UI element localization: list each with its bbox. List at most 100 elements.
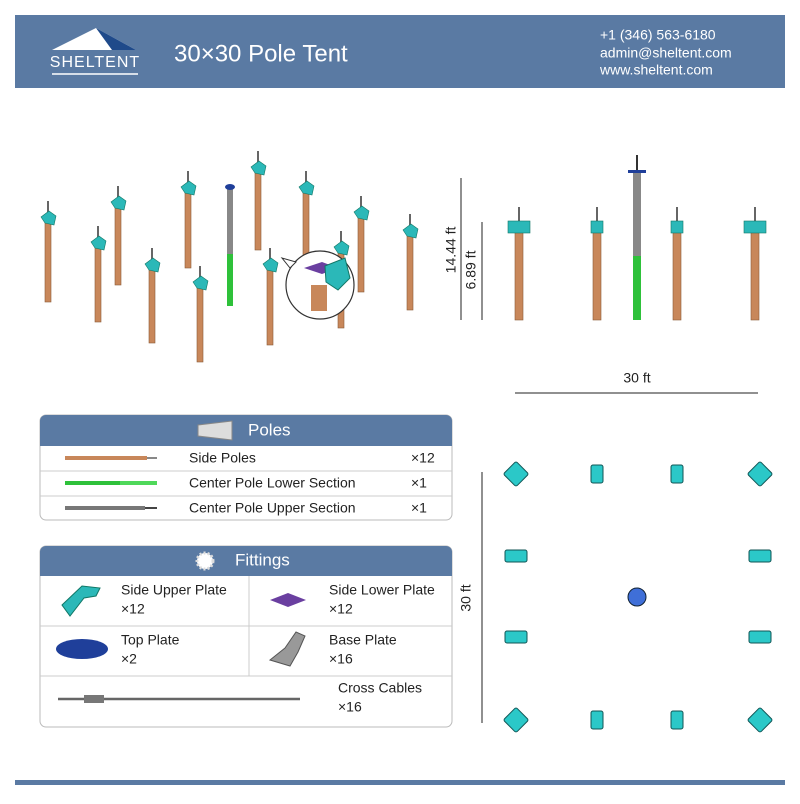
bracket [590, 220, 604, 234]
pin [97, 226, 99, 240]
fitting-name: Top Plate [121, 632, 180, 648]
detail-upper-plate [324, 257, 351, 291]
fitting-qty: ×16 [338, 699, 362, 715]
lower-pole-icon [120, 481, 157, 485]
pole-name: Center Pole Lower Section [189, 475, 356, 491]
top-plate [225, 184, 235, 190]
center-lower [227, 254, 233, 306]
side-pole [672, 221, 682, 321]
upper-plate [180, 180, 197, 196]
side-pole [184, 184, 192, 269]
plan-view [503, 461, 773, 733]
side-pole [114, 199, 122, 286]
side-pole [592, 221, 602, 321]
upper-plate [402, 223, 419, 239]
poles-title: Poles [248, 420, 291, 439]
plate [748, 549, 772, 563]
center-upper [633, 172, 641, 256]
side-pole [94, 239, 102, 323]
pin [676, 207, 678, 222]
fitting-name: Side Upper Plate [121, 582, 227, 598]
center-lower [633, 256, 641, 320]
base-plate-icon [268, 631, 306, 667]
pin [257, 151, 259, 165]
plate [504, 630, 528, 644]
fitting-qty: ×2 [121, 651, 137, 667]
pin [518, 207, 520, 222]
side-pole [406, 227, 414, 311]
center-pin [636, 155, 638, 172]
side-pole [750, 221, 760, 321]
bubble-tail [280, 257, 297, 269]
upper-pole-icon [65, 506, 145, 510]
tube-icon [197, 420, 233, 441]
upper-plate [250, 160, 267, 176]
pin [754, 207, 756, 222]
side-elevation [507, 155, 767, 321]
pin [145, 507, 157, 509]
pin [147, 457, 157, 459]
fittings-title: Fittings [235, 550, 290, 569]
side-pole [148, 261, 156, 344]
bracket [743, 220, 767, 234]
plate [747, 461, 773, 487]
depth-label: 30 ft [458, 584, 474, 611]
upper-plate [90, 235, 107, 251]
upper-plate [262, 257, 279, 273]
width-label: 30 ft [623, 370, 650, 386]
upper-plate [353, 205, 370, 221]
pin [117, 186, 119, 200]
top-plate-icon [56, 639, 108, 659]
footer-bar [15, 780, 785, 785]
plate [748, 630, 772, 644]
side-pole [357, 209, 365, 293]
poles-header [40, 415, 452, 446]
pin [187, 171, 189, 185]
plate [670, 710, 684, 730]
pin [409, 214, 411, 228]
plate [747, 707, 773, 733]
plate [504, 549, 528, 563]
plate [670, 464, 684, 484]
plate [503, 461, 529, 487]
center-upper [227, 188, 233, 254]
pin [360, 196, 362, 210]
fitting-name: Side Lower Plate [329, 582, 435, 598]
website: www.sheltent.com [599, 62, 713, 78]
plate [590, 710, 604, 730]
turnbuckle [84, 695, 104, 703]
upper-plate [298, 180, 315, 196]
fitting-qty: ×12 [329, 601, 353, 617]
side-pole [196, 279, 204, 363]
pole-name: Center Pole Upper Section [189, 500, 356, 516]
pole-qty: ×1 [411, 475, 427, 491]
side-pole [254, 164, 262, 251]
upper-plate [192, 275, 209, 291]
title: 30×30 Pole Tent [174, 40, 348, 67]
side-pole [514, 221, 524, 321]
upper-plate [40, 210, 57, 226]
overall-height: 14.44 ft [443, 227, 459, 274]
lower-pole-icon [65, 481, 120, 485]
fitting-qty: ×12 [121, 601, 145, 617]
lower-plate-icon [270, 593, 306, 607]
pole-qty: ×1 [411, 500, 427, 516]
pin [305, 171, 307, 185]
side-pole-icon [65, 456, 147, 460]
bracket [670, 220, 684, 234]
logo-text: SHELTENT [50, 54, 140, 71]
upper-plate [110, 195, 127, 211]
fitting-qty: ×16 [329, 651, 353, 667]
header-bar [15, 15, 785, 88]
upper-plate [144, 257, 161, 273]
pin [596, 207, 598, 222]
side-pole [44, 214, 52, 303]
isometric-poles [40, 151, 419, 363]
side-height: 6.89 ft [463, 250, 479, 289]
pin [199, 266, 201, 280]
pin [269, 248, 271, 262]
pin [340, 231, 342, 245]
pin [151, 248, 153, 262]
